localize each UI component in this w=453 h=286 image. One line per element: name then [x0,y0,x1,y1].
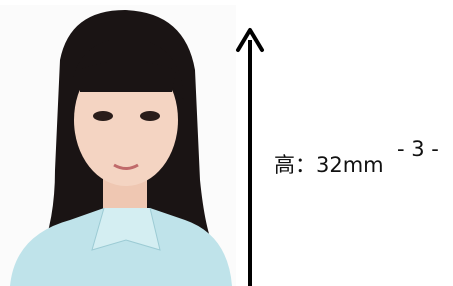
height-label: 高：32mm [274,153,384,177]
page: 高：32mm - 3 - (() => { const data = JSON.… [0,0,453,286]
document-page: 高：32mm - 3 - [0,0,453,286]
height-arrow [238,30,262,286]
portrait-photo [0,5,236,286]
page-number: - 3 - [397,137,439,161]
